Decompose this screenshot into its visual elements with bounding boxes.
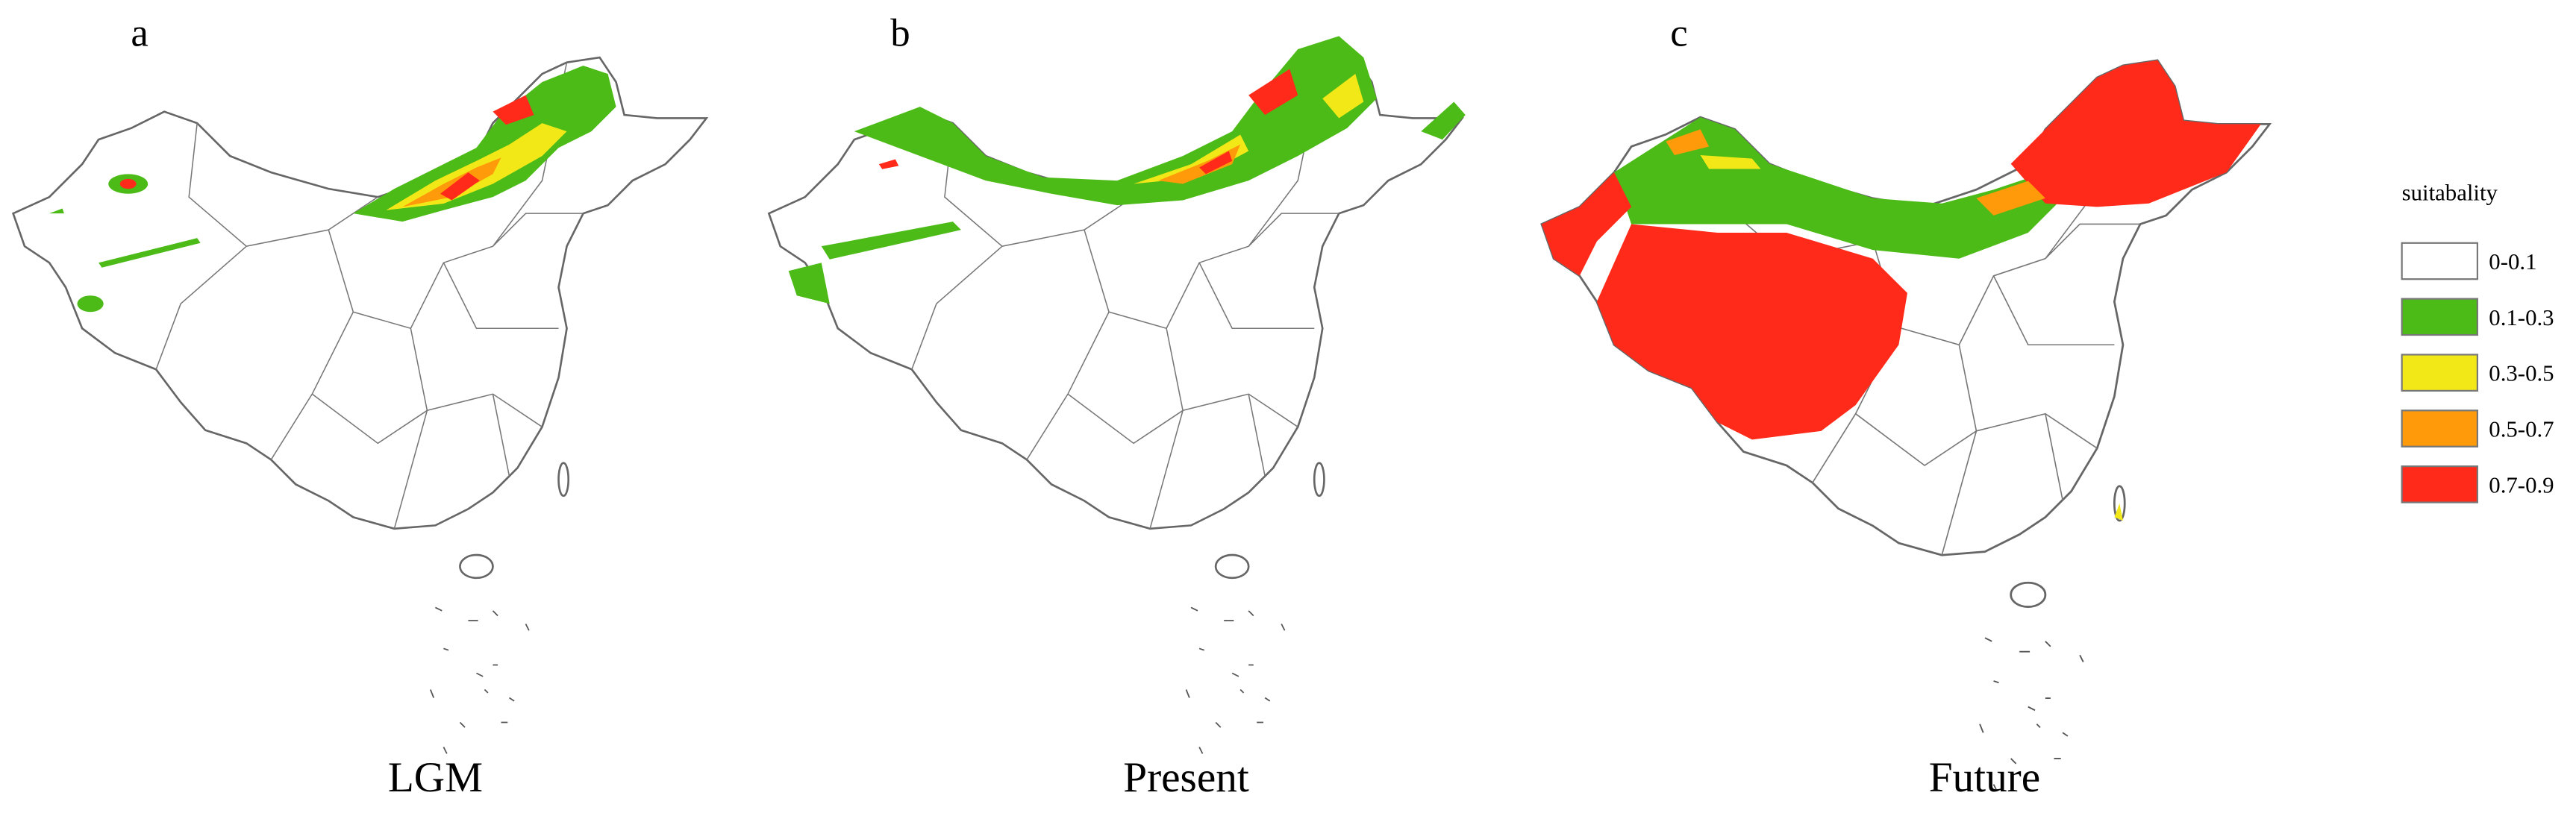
panel-letter: b	[890, 12, 910, 55]
legend-swatch	[2401, 465, 2479, 503]
panel-labels: a LGM b Present c Future	[131, 12, 2040, 801]
china-outline	[767, 56, 1463, 786]
map-present	[767, 36, 1466, 786]
panel-letter: a	[131, 12, 148, 55]
legend-label: 0-0.1	[2489, 249, 2536, 274]
legend-label: 0.5-0.7	[2489, 417, 2554, 442]
suitability-area	[77, 295, 104, 313]
legend-label: 0.3-0.5	[2489, 361, 2554, 386]
suitability-area	[1614, 117, 2063, 259]
suitability-area	[119, 178, 137, 189]
map-future	[1540, 59, 2271, 816]
suitability-area	[1158, 144, 1241, 184]
suitability-area	[2010, 60, 2261, 207]
suitability-area	[402, 157, 501, 207]
suitability-area	[353, 66, 616, 222]
suitability-area	[1666, 129, 2045, 216]
suitability-area	[854, 36, 1377, 206]
legend-swatch	[2401, 354, 2479, 392]
map-lgm	[12, 56, 707, 786]
china-outline	[12, 56, 707, 786]
panel-letter: c	[1670, 12, 1687, 55]
panel-title: LGM	[388, 754, 483, 801]
legend-swatch	[2401, 242, 2479, 280]
suitability-area	[440, 95, 534, 201]
legend: suitabality 0-0.1 0.1-0.3 0.3-0.5 0.5-0.7 0.…	[2401, 181, 2554, 503]
suitability-area	[1541, 172, 1907, 440]
legend-label: 0.1-0.3	[2489, 305, 2554, 330]
suitability-area	[386, 123, 567, 210]
legend-title: suitabality	[2402, 181, 2498, 206]
legend-label: 0.7-0.9	[2489, 472, 2554, 498]
legend-swatch	[2401, 409, 2479, 448]
panel-title: Future	[1929, 754, 2040, 801]
panel-title: Present	[1123, 754, 1249, 801]
legend-swatch	[2401, 298, 2479, 336]
